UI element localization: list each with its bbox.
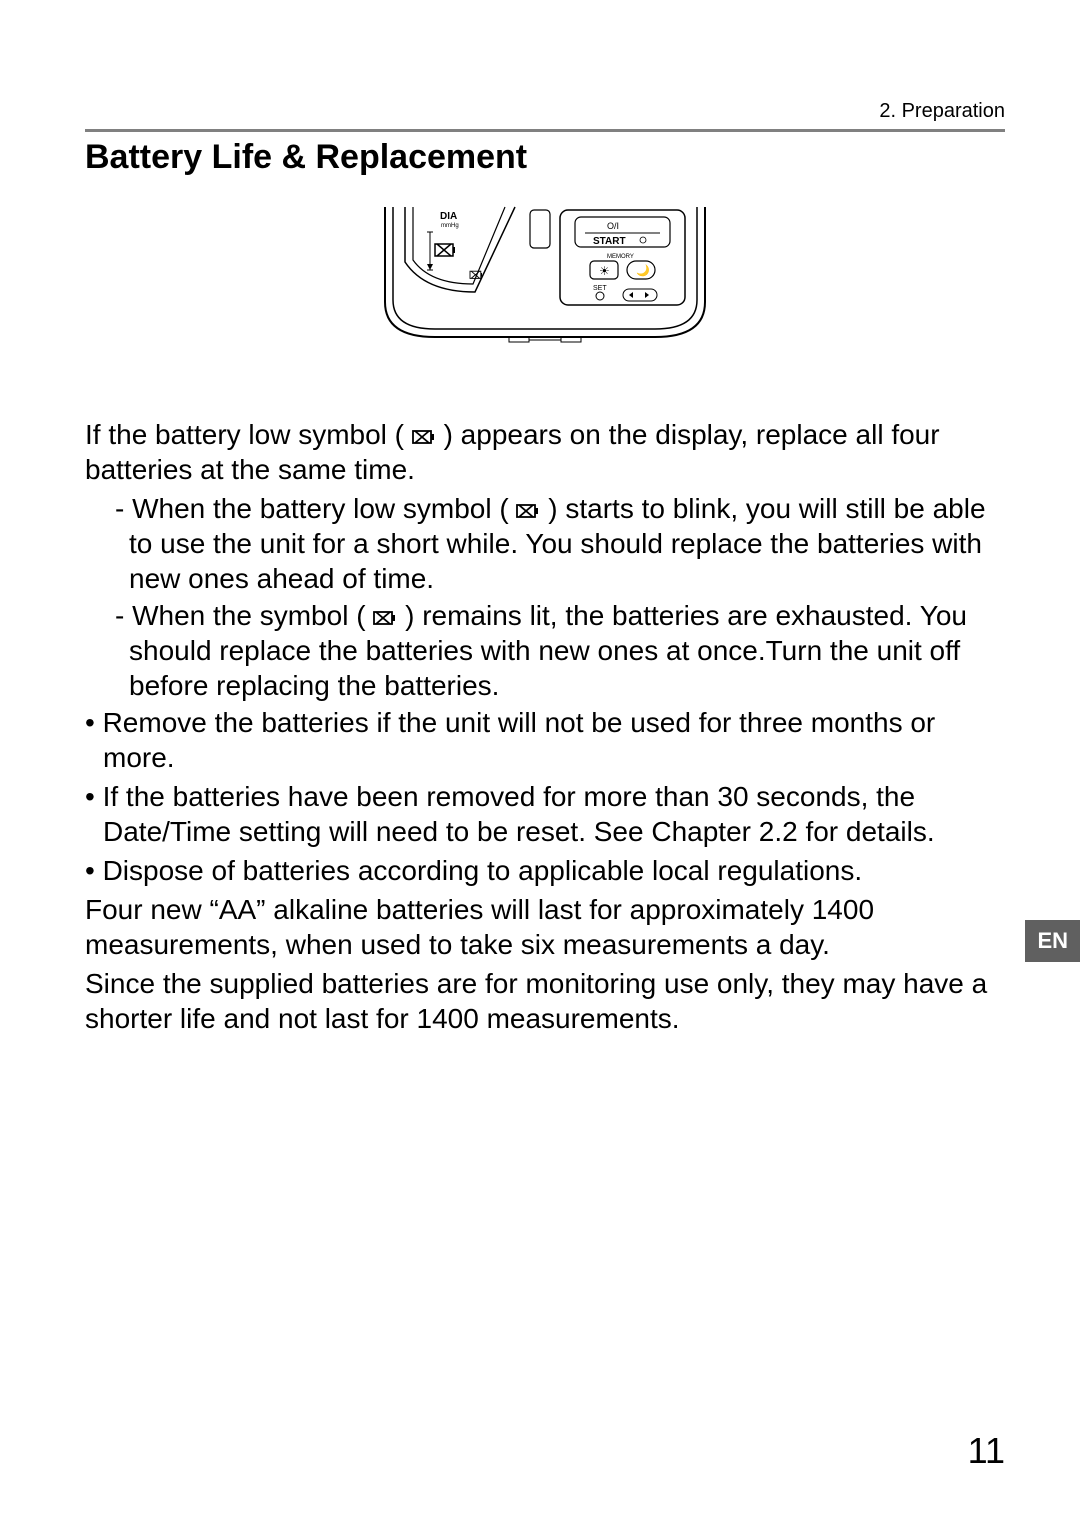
svg-text:O/I: O/I [607,221,619,231]
paragraph-2: Four new “AA” alkaline batteries will la… [85,892,1005,962]
svg-text:DIA: DIA [440,211,457,222]
sub-list: - When the battery low symbol ( ) starts… [85,491,1005,703]
svg-text:START: START [593,236,626,247]
sub-item-2: - When the symbol ( ) remains lit, the b… [115,598,1005,703]
sub1-prefix: - When the battery low symbol ( [115,493,509,524]
intro-paragraph: If the battery low symbol ( ) appears on… [85,417,1005,487]
bullet-2: • If the batteries have been removed for… [85,779,1005,849]
section-title: Battery Life & Replacement [85,138,1005,177]
svg-text:🌙: 🌙 [636,264,650,277]
bullet-3: • Dispose of batteries according to appl… [85,853,1005,888]
intro-prefix: If the battery low symbol ( [85,419,404,450]
svg-text:MEMORY: MEMORY [607,254,634,260]
chapter-label: 2. Preparation [85,100,1005,123]
battery-low-icon [516,502,540,520]
battery-low-icon [373,609,397,627]
sub2-prefix: - When the symbol ( [115,600,366,631]
device-svg: DIA mmHg O/I START MEMORY [375,202,715,352]
bullet-1: • Remove the batteries if the unit will … [85,705,1005,775]
svg-text:mmHg: mmHg [441,223,459,229]
battery-low-icon [412,428,436,446]
header-rule [85,129,1005,132]
svg-text:SET: SET [593,285,607,292]
device-illustration: DIA mmHg O/I START MEMORY [85,202,1005,357]
body-content: If the battery low symbol ( ) appears on… [85,417,1005,1036]
svg-text:☀: ☀ [599,264,610,278]
sub-item-1: - When the battery low symbol ( ) starts… [115,491,1005,596]
language-tab: EN [1025,920,1080,962]
paragraph-3: Since the supplied batteries are for mon… [85,966,1005,1036]
page-number: 11 [968,1430,1005,1472]
